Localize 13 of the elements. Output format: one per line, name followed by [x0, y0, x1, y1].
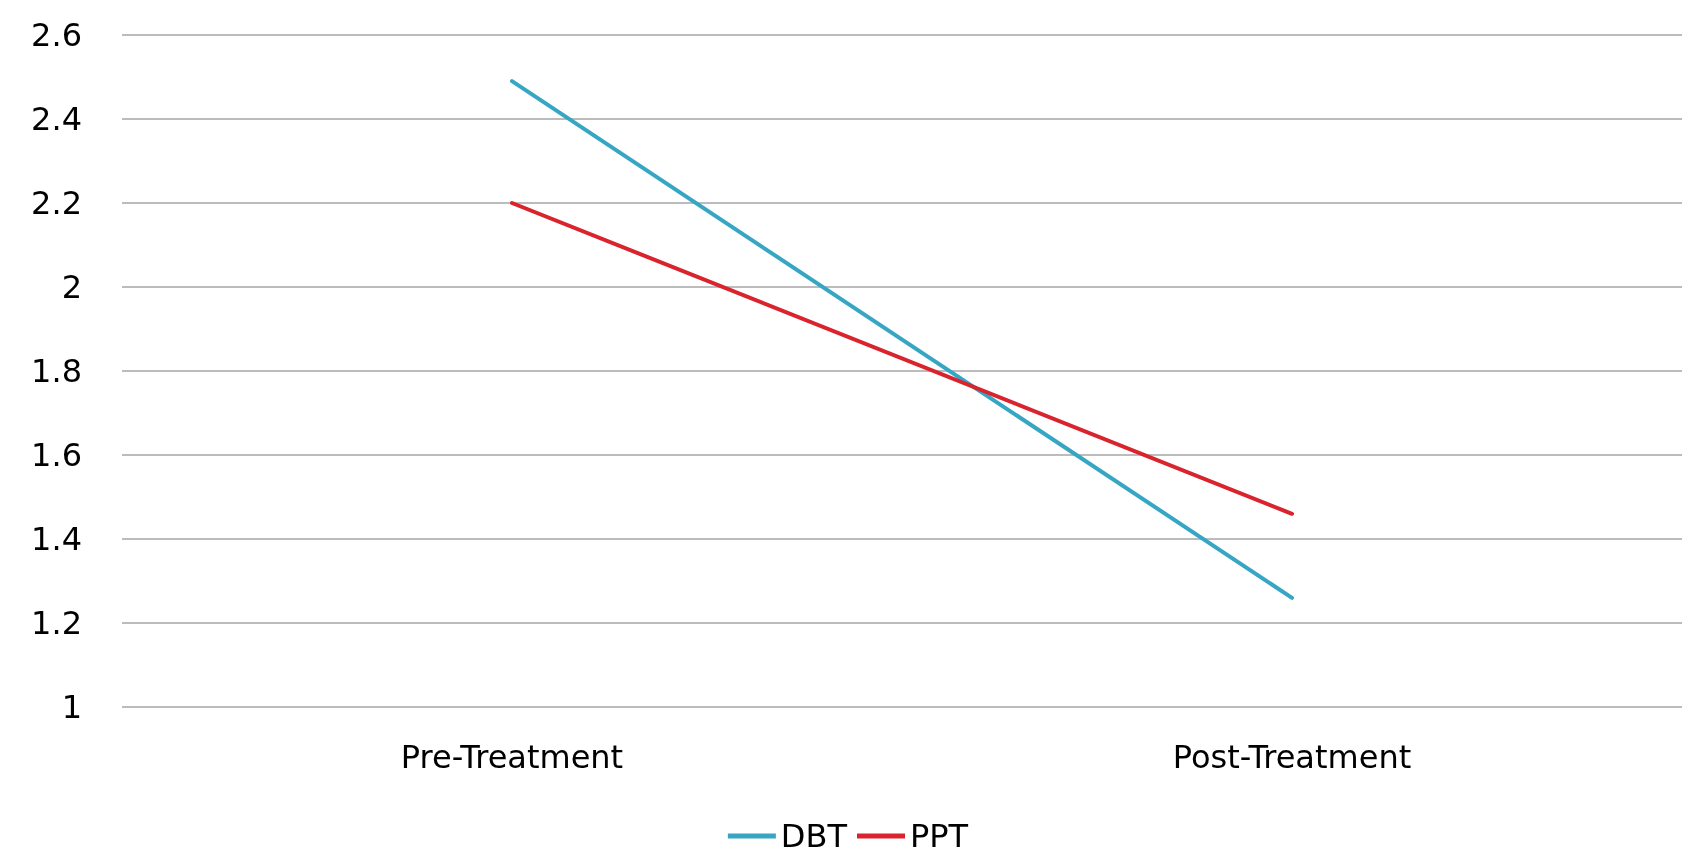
y-tick-label: 2.4 — [31, 100, 82, 138]
y-tick-label: 2 — [61, 268, 82, 306]
legend-label: PPT — [910, 817, 969, 855]
y-tick-label: 1.8 — [31, 352, 82, 390]
x-tick-label: Post-Treatment — [1172, 738, 1412, 776]
x-tick-label: Pre-Treatment — [400, 738, 624, 776]
y-tick-label: 1.4 — [31, 520, 82, 558]
y-tick-label: 1.2 — [31, 604, 82, 642]
y-tick-label: 1 — [61, 688, 82, 726]
legend-label: DBT — [780, 817, 848, 855]
y-tick-label: 1.6 — [31, 436, 82, 474]
y-tick-label: 2.6 — [31, 16, 82, 54]
y-tick-label: 2.2 — [31, 184, 82, 222]
